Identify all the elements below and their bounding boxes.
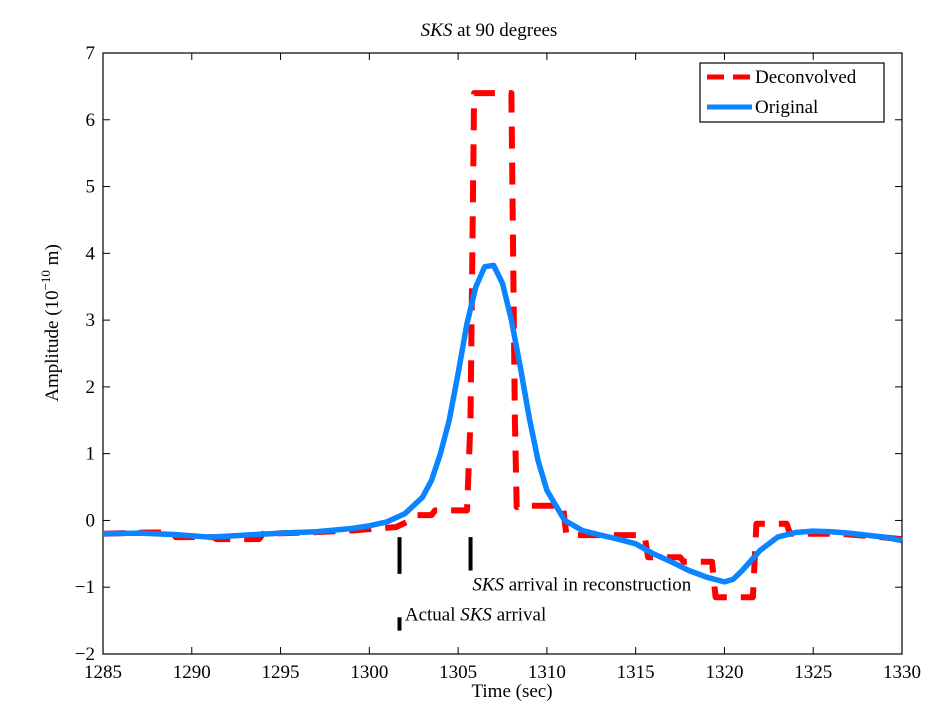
arrival-markers xyxy=(397,537,473,631)
x-tick-label: 1295 xyxy=(262,662,300,683)
annotations: SKS arrival in reconstruction Actual SKS… xyxy=(405,575,692,626)
legend-label-original: Original xyxy=(755,97,818,118)
y-tick-label: 5 xyxy=(86,177,96,198)
x-tick-label: 1310 xyxy=(528,662,566,683)
series-line-deconvolved xyxy=(102,90,903,601)
x-tick-label: 1285 xyxy=(84,662,122,683)
series-layer xyxy=(102,90,903,601)
legend-label-deconvolved: Deconvolved xyxy=(755,67,857,88)
chart-title: SKS at 90 degrees xyxy=(421,20,558,41)
y-tick-label: 2 xyxy=(86,377,96,398)
x-tick-label: 1320 xyxy=(705,662,743,683)
y-tick-label: 1 xyxy=(86,444,96,465)
y-tick-label: 0 xyxy=(86,510,96,531)
y-axis-label-exponent: −10 xyxy=(38,270,53,290)
y-tick-label: 6 xyxy=(86,110,96,131)
legend: Deconvolved Original xyxy=(699,62,885,123)
plot-frame xyxy=(102,52,903,655)
x-tick-label: 1300 xyxy=(350,662,388,683)
legend-box xyxy=(699,62,885,123)
x-axis-label: Time (sec) xyxy=(471,681,552,702)
y-tick-label: −2 xyxy=(75,644,95,665)
series-line-original xyxy=(102,262,903,585)
y-tick-label: 4 xyxy=(86,243,96,264)
annotation-actual-arrival: Actual SKS arrival xyxy=(405,605,546,626)
axes: 1285 1290 1295 1300 1305 1310 1315 1320 1325 1330… xyxy=(75,43,921,683)
x-tick-label: 1315 xyxy=(617,662,655,683)
y-tick-label: 3 xyxy=(86,310,96,331)
y-tick-label: −1 xyxy=(75,577,95,598)
y-tick-label: 7 xyxy=(86,43,96,64)
x-tick-label: 1330 xyxy=(883,662,921,683)
x-tick-label: 1290 xyxy=(173,662,211,683)
x-tick-label: 1325 xyxy=(794,662,832,683)
y-axis-label: Amplitude (10−10 m) xyxy=(38,244,63,402)
x-tick-label: 1305 xyxy=(439,662,477,683)
annotation-reconstruction-arrival: SKS arrival in reconstruction xyxy=(472,575,691,596)
